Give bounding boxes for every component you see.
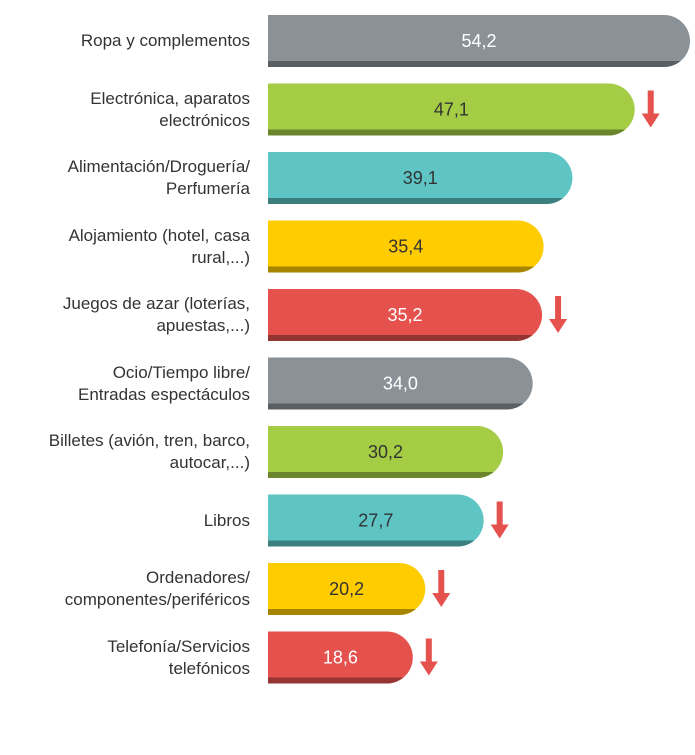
- category-label: Billetes (avión, tren, barco, autocar,..…: [48, 431, 250, 472]
- category-label: Ocio/Tiempo libre/ Entradas espectáculos: [78, 362, 250, 404]
- bar: [268, 426, 504, 478]
- value-label: 35,2: [388, 305, 423, 325]
- bar: [268, 220, 544, 273]
- bar-group: 30,2: [268, 426, 504, 478]
- value-label: 27,7: [358, 510, 393, 530]
- bar: [268, 357, 533, 410]
- bar: [268, 494, 484, 547]
- down-arrow: [432, 570, 451, 607]
- category-label: Electrónica, aparatos electrónicos: [90, 88, 250, 130]
- down-arrow: [641, 90, 660, 128]
- bar-shadow: [268, 540, 484, 547]
- bar: [268, 563, 426, 615]
- down-arrow: [419, 638, 438, 676]
- bar-group: 35,2: [268, 289, 568, 341]
- bar-shadow: [268, 609, 426, 615]
- category-label: Alojamiento (hotel, casa rural,...): [68, 225, 250, 267]
- bar-group: 35,4: [268, 220, 544, 273]
- bar-shadow: [268, 129, 635, 136]
- category-label: Alimentación/Droguería/ Perfumería: [67, 157, 250, 198]
- value-label: 47,1: [434, 99, 469, 119]
- bar-shadow: [268, 677, 413, 684]
- bar: [268, 152, 573, 204]
- bar-shadow: [268, 472, 504, 478]
- value-label: 34,0: [383, 373, 418, 393]
- category-label: Libros: [203, 510, 250, 530]
- value-label: 35,4: [388, 236, 423, 256]
- bar-shadow: [268, 198, 573, 204]
- category-label: Juegos de azar (loterías, apuestas,...): [62, 294, 250, 335]
- category-label: Ordenadores/ componentes/periféricos: [64, 568, 250, 609]
- category-label: Telefonía/Servicios telefónicos: [107, 636, 250, 678]
- bar-shadow: [268, 403, 533, 410]
- bar-group: 20,2: [268, 563, 451, 615]
- bar: [268, 83, 635, 136]
- bar: [268, 15, 690, 67]
- bar-group: 27,7: [268, 494, 509, 547]
- value-label: 30,2: [368, 442, 403, 462]
- bar-group: 39,1: [268, 152, 573, 204]
- bar: [268, 631, 413, 684]
- value-label: 20,2: [329, 579, 364, 599]
- bar-group: 18,6: [268, 631, 438, 684]
- value-label: 54,2: [461, 31, 496, 51]
- value-label: 39,1: [403, 168, 438, 188]
- bar-group: 54,2: [268, 15, 690, 67]
- bar-shadow: [268, 61, 690, 67]
- category-label: Ropa y complementos: [80, 31, 250, 50]
- down-arrow: [490, 501, 509, 539]
- value-label: 18,6: [323, 647, 358, 667]
- bar-shadow: [268, 335, 543, 341]
- bar-group: 47,1: [268, 83, 660, 136]
- down-arrow: [549, 296, 568, 333]
- bar: [268, 289, 543, 341]
- bar-shadow: [268, 266, 544, 273]
- bar-group: 34,0: [268, 357, 533, 410]
